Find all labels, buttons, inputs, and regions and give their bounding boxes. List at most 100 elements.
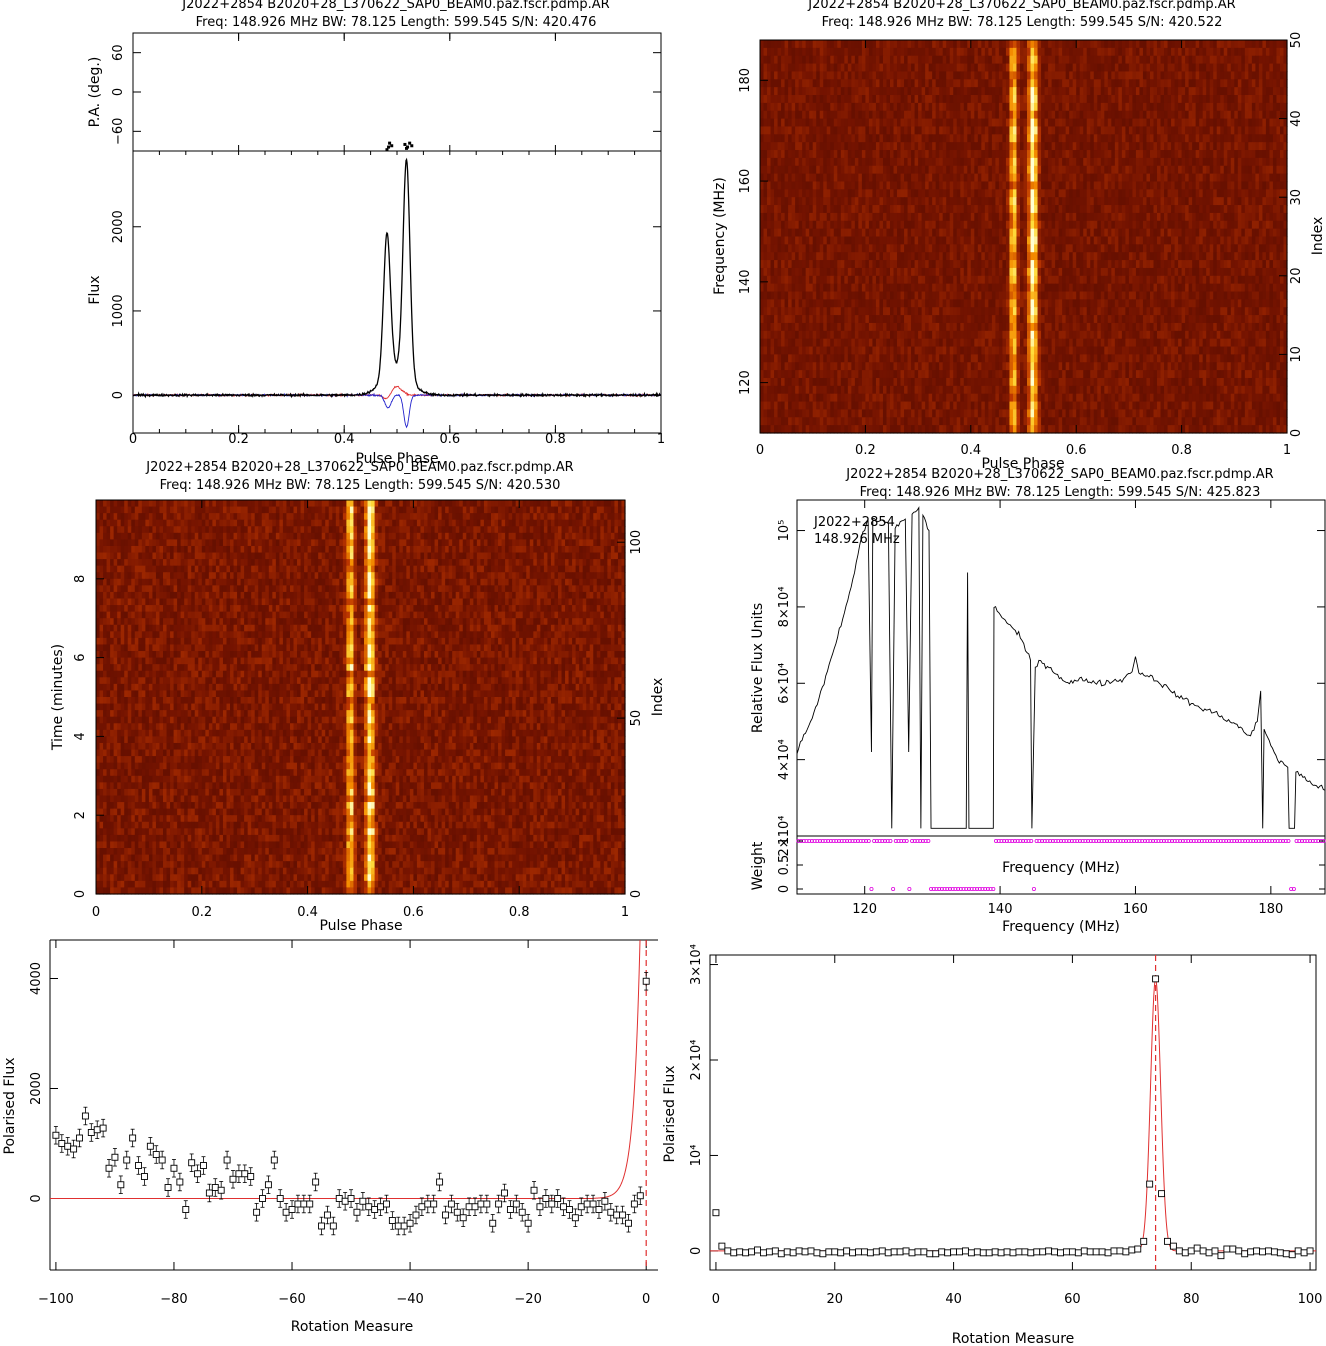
heatmap-cell xyxy=(777,244,782,253)
heatmap-cell xyxy=(1093,118,1098,128)
heatmap-cell xyxy=(1051,110,1056,120)
heatmap-cell xyxy=(995,244,1000,253)
heatmap-cell xyxy=(1030,142,1035,151)
heatmap-cell xyxy=(942,205,947,214)
heatmap-cell xyxy=(974,110,979,120)
heatmap-cell xyxy=(1188,40,1193,49)
heatmap-cell xyxy=(1283,212,1288,222)
x-tick-label: 0.6 xyxy=(439,432,460,447)
heatmap-cell xyxy=(942,181,947,190)
heatmap-cell xyxy=(1009,252,1014,261)
heatmap-cell xyxy=(918,95,923,104)
heatmap-cell xyxy=(1093,260,1098,269)
heatmap-cell xyxy=(1072,228,1077,238)
heatmap-cell xyxy=(1255,212,1260,222)
heatmap-cell xyxy=(1195,228,1200,238)
heatmap-cell xyxy=(816,212,821,222)
heatmap-cell xyxy=(1072,40,1077,49)
heatmap-cell xyxy=(1279,189,1285,198)
heatmap-cell xyxy=(1255,228,1260,238)
heatmap-cell xyxy=(1160,212,1165,222)
heatmap-cell xyxy=(1185,102,1190,112)
heatmap-cell xyxy=(788,283,793,293)
heatmap-cell xyxy=(893,87,898,96)
heatmap-cell xyxy=(1041,71,1046,80)
heatmap-cell xyxy=(788,118,793,128)
heatmap-cell xyxy=(1265,244,1271,253)
heatmap-cell xyxy=(1111,102,1116,112)
heatmap-cell xyxy=(949,173,954,183)
heatmap-cell xyxy=(918,291,923,300)
heatmap-cell xyxy=(977,79,982,88)
heatmap-cell xyxy=(795,197,800,206)
heatmap-cell xyxy=(1114,40,1119,49)
heatmap-cell xyxy=(830,150,835,159)
heatmap-cell xyxy=(956,79,961,88)
heatmap-cell xyxy=(1090,244,1095,253)
heatmap-cell xyxy=(826,275,831,285)
heatmap-cell xyxy=(1195,126,1200,135)
heatmap-cell xyxy=(837,102,842,112)
heatmap-cell xyxy=(1118,173,1123,183)
heatmap-cell xyxy=(1012,181,1018,190)
heatmap-cell xyxy=(1178,228,1183,238)
heatmap-cell xyxy=(1241,47,1246,57)
heatmap-cell xyxy=(911,252,916,261)
heatmap-cell xyxy=(1185,150,1190,159)
heatmap-cell xyxy=(1100,142,1105,151)
heatmap-cell xyxy=(1220,275,1225,285)
heatmap-cell xyxy=(1079,165,1084,175)
heatmap-cell xyxy=(1118,197,1123,206)
heatmap-cell xyxy=(865,220,870,230)
heatmap-cell xyxy=(1185,236,1190,245)
heatmap-cell xyxy=(949,252,954,261)
heatmap-cell xyxy=(1227,40,1232,49)
heatmap-cell xyxy=(1251,189,1256,198)
heatmap-cell xyxy=(886,220,891,230)
heatmap-cell xyxy=(907,275,912,285)
heatmap-cell xyxy=(1097,150,1102,159)
heatmap-cell xyxy=(1097,134,1102,143)
heatmap-cell xyxy=(1034,110,1039,120)
heatmap-cell xyxy=(904,71,909,80)
heatmap-cell xyxy=(1118,260,1123,269)
heatmap-cell xyxy=(1079,47,1084,57)
heatmap-cell xyxy=(1244,102,1249,112)
heatmap-cell xyxy=(1167,165,1172,175)
heatmap-cell xyxy=(1076,126,1081,135)
heatmap-cell xyxy=(1171,95,1176,104)
heatmap-cell xyxy=(833,252,838,261)
heatmap-cell xyxy=(1079,157,1084,167)
heatmap-cell xyxy=(1248,150,1253,159)
heatmap-cell xyxy=(816,118,821,128)
heatmap-cell xyxy=(1248,126,1253,135)
heatmap-cell xyxy=(984,228,989,238)
heatmap-cell xyxy=(889,126,895,135)
heatmap-cell xyxy=(1069,275,1074,285)
heatmap-cell xyxy=(1234,173,1239,183)
heatmap-cell xyxy=(1048,260,1053,269)
heatmap-cell xyxy=(1034,212,1039,222)
heatmap-cell xyxy=(904,197,909,206)
heatmap-cell xyxy=(1132,95,1137,104)
heatmap-cell xyxy=(812,71,817,80)
heatmap-cell xyxy=(1055,71,1060,80)
heatmap-cell xyxy=(970,275,975,285)
heatmap-cell xyxy=(925,102,930,112)
heatmap-cell xyxy=(1002,102,1007,112)
heatmap-cell xyxy=(1009,212,1014,222)
heatmap-cell xyxy=(1044,126,1049,135)
heatmap-cell xyxy=(1192,142,1197,151)
heatmap-cell xyxy=(1153,142,1158,151)
heatmap-cell xyxy=(1097,55,1102,65)
heatmap-cell xyxy=(977,87,982,96)
heatmap-cell xyxy=(816,267,821,277)
heatmap-cell xyxy=(897,40,902,49)
heatmap-cell xyxy=(1258,87,1263,96)
y-tick-label: 0 xyxy=(111,391,126,399)
heatmap-cell xyxy=(763,165,768,175)
heatmap-cell xyxy=(1100,118,1105,128)
heatmap-cell xyxy=(1157,260,1162,269)
heatmap-cell xyxy=(1051,157,1056,167)
heatmap-cell xyxy=(872,228,877,238)
